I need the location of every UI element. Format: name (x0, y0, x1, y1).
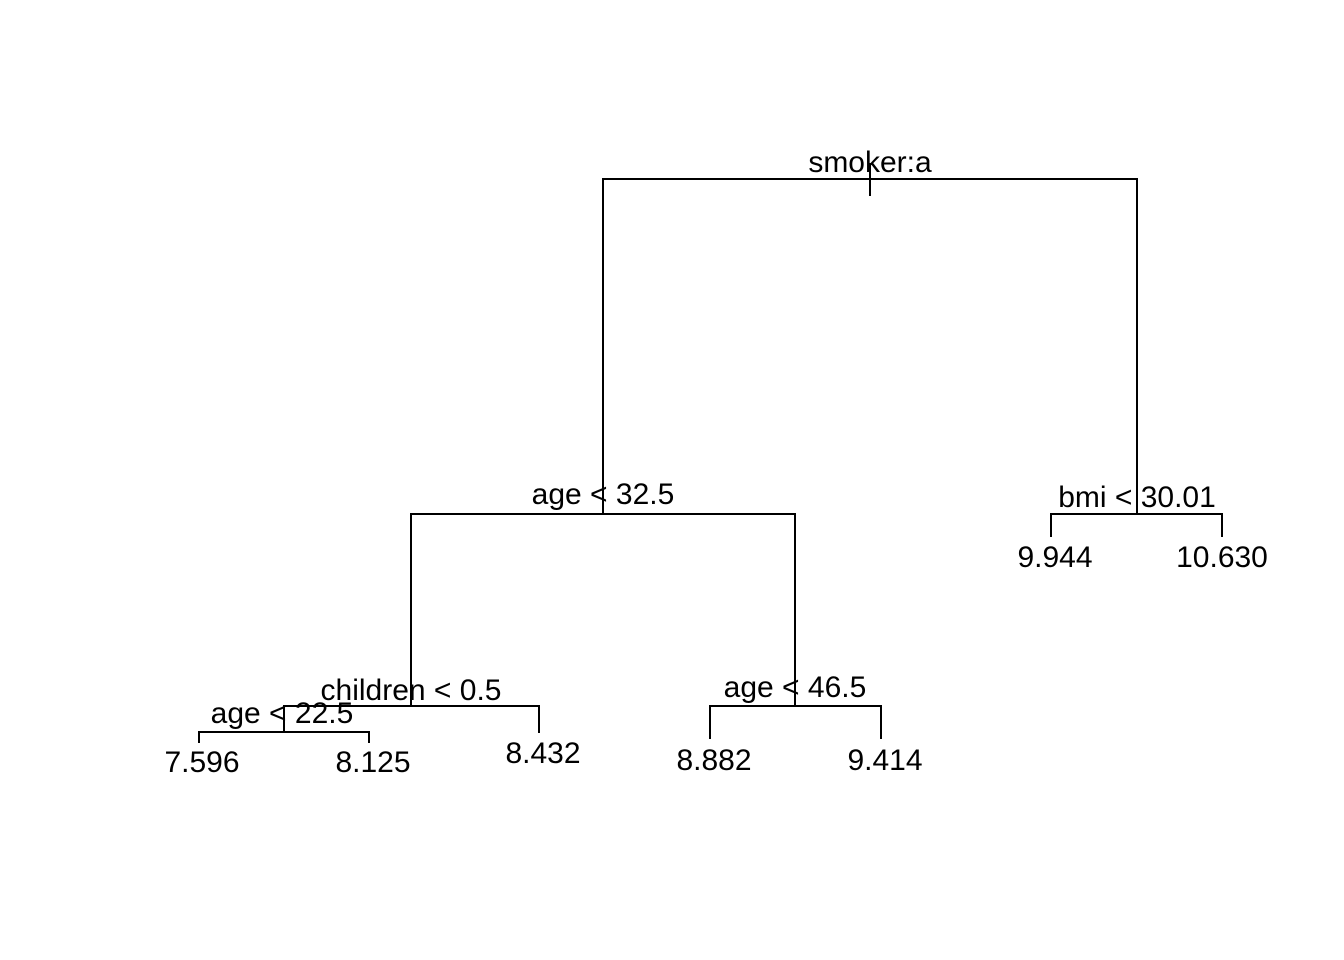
leaf-value-8-125: 8.125 (335, 746, 410, 779)
split-label-bmi-30-01: bmi < 30.01 (1058, 481, 1216, 514)
leaf-value-10-630: 10.630 (1176, 541, 1268, 574)
leaf-value-8-882: 8.882 (676, 744, 751, 777)
leaf-value-7-596: 7.596 (164, 746, 239, 779)
leaf-value-9-414: 9.414 (847, 744, 922, 777)
split-label-age-22-5: age < 22.5 (211, 697, 354, 730)
split-label-smoker: smoker:a (808, 146, 932, 179)
split-label-children-0-5: children < 0.5 (321, 674, 502, 707)
leaf-value-9-944: 9.944 (1017, 541, 1092, 574)
leaf-value-8-432: 8.432 (505, 737, 580, 770)
split-label-age-32-5: age < 32.5 (532, 478, 675, 511)
split-label-age-46-5: age < 46.5 (724, 671, 867, 704)
